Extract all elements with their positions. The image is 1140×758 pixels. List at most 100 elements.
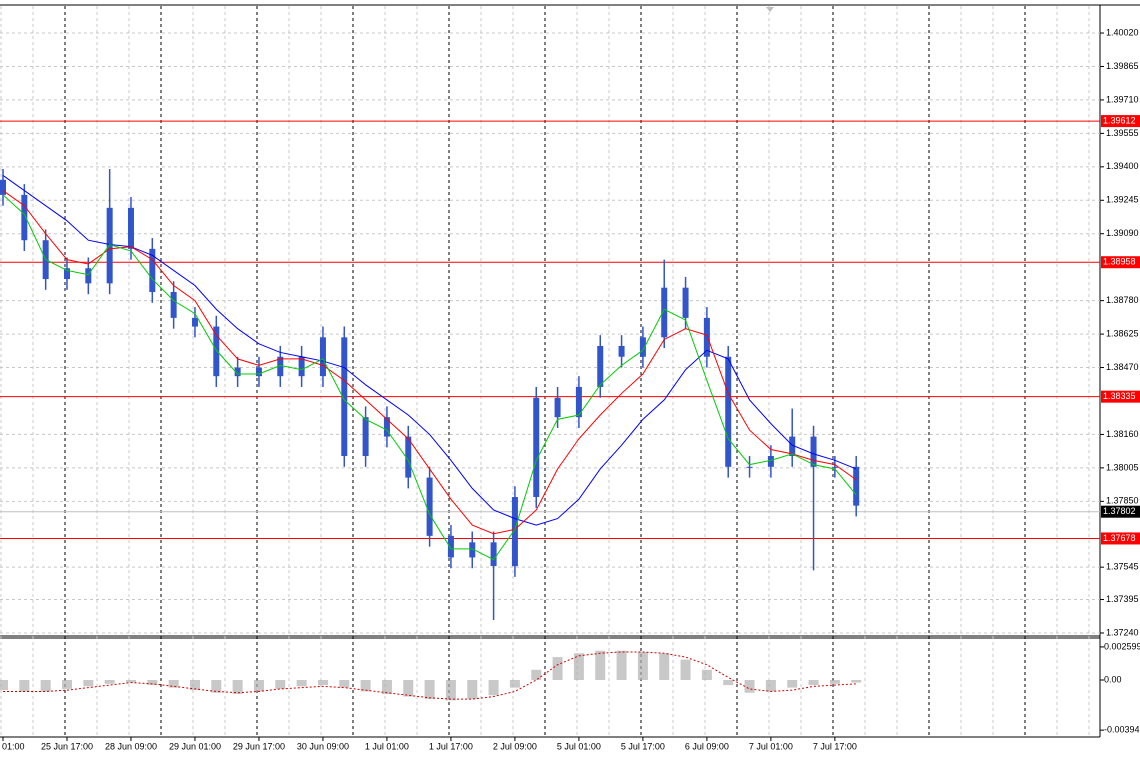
y-tick-label: 1.37395 — [1106, 594, 1139, 604]
osc-bar — [211, 680, 222, 693]
level-tag — [1101, 390, 1140, 403]
candle-body — [0, 179, 6, 195]
osc-bar — [296, 680, 307, 687]
osc-bar — [147, 680, 158, 686]
osc-bar — [19, 680, 30, 692]
candle-body — [191, 317, 198, 327]
candle-body — [661, 287, 668, 338]
y-tick-label: 1.38470 — [1106, 362, 1139, 372]
osc-bar — [531, 669, 542, 680]
candle-body — [746, 466, 753, 468]
osc-bar — [445, 680, 456, 701]
candle-body — [533, 397, 540, 498]
y-tick-label: 1.38005 — [1106, 462, 1139, 472]
candle-body — [639, 337, 646, 357]
osc-bar — [104, 680, 115, 684]
osc-bar — [595, 650, 606, 680]
osc-bar — [851, 680, 862, 683]
candle-body — [447, 535, 454, 558]
x-tick-label: 5 Jul 01:00 — [557, 741, 601, 751]
osc-bar — [765, 680, 776, 692]
osc-bar — [552, 657, 563, 680]
osc-bar — [659, 653, 670, 680]
osc-bar — [616, 650, 627, 680]
candle-body — [405, 436, 412, 478]
candle-body — [149, 248, 156, 293]
candle-body — [341, 337, 348, 457]
osc-bar — [467, 680, 478, 700]
candle-body — [255, 367, 262, 377]
x-tick-label: 29 Jun 01:00 — [169, 741, 221, 751]
bid-tag — [1101, 505, 1140, 518]
candle-body — [597, 345, 604, 387]
x-tick-label: 1 Jul 17:00 — [429, 741, 473, 751]
candle-body — [21, 194, 28, 241]
candle-body — [298, 356, 305, 377]
candle-body — [106, 207, 113, 284]
y-tick-label: 1.39710 — [1106, 94, 1139, 104]
osc-bar — [680, 659, 691, 680]
osc-bar — [403, 680, 414, 697]
shift-marker — [766, 7, 774, 12]
osc-bar — [701, 669, 712, 680]
candle-body — [234, 367, 241, 377]
y-tick-label: 1.38160 — [1106, 429, 1139, 439]
candle-body — [85, 268, 92, 284]
x-tick-label: 1 Jul 01:00 — [365, 741, 409, 751]
candle-body — [511, 497, 518, 567]
candle-body — [319, 337, 326, 377]
x-tick-label: 5 Jul 17:00 — [621, 741, 665, 751]
x-tick-label: 6 Jul 09:00 — [685, 741, 729, 751]
level-label: 1.37678 — [1103, 533, 1136, 543]
y-tick-label: 1.37545 — [1106, 562, 1139, 572]
level-tag — [1101, 256, 1140, 269]
y-tick-label: 1.39090 — [1106, 228, 1139, 238]
osc-bar — [253, 680, 264, 692]
osc-bar — [723, 680, 734, 686]
osc-bar — [125, 680, 136, 683]
osc-bar — [573, 653, 584, 680]
osc-bar — [275, 680, 286, 689]
moving-average — [2, 194, 857, 561]
bid-label: 1.37802 — [1103, 506, 1136, 516]
candle-body — [810, 436, 817, 467]
osc-bar — [488, 680, 499, 696]
candle-body — [789, 436, 796, 457]
candle-body — [618, 345, 625, 357]
candle-body — [490, 542, 497, 567]
moving-average — [2, 190, 857, 535]
y-tick-label: 1.39400 — [1106, 161, 1139, 171]
candle-body — [725, 356, 732, 467]
x-tick-label: 25 Jun 17:00 — [41, 741, 93, 751]
osc-signal — [3, 651, 857, 700]
osc-bar — [40, 680, 51, 692]
osc-bar — [381, 680, 392, 694]
candle-body — [554, 397, 561, 418]
osc-bar — [0, 680, 8, 691]
y-tick-label: 1.39555 — [1106, 128, 1139, 138]
candle-body — [469, 542, 476, 558]
candle-body — [853, 466, 860, 506]
candle-body — [767, 456, 774, 467]
candle-body — [127, 207, 134, 249]
y-tick-label: 1.38780 — [1106, 295, 1139, 305]
candle-body — [63, 268, 70, 280]
osc-bar — [424, 680, 435, 700]
level-label: 1.39612 — [1103, 115, 1136, 125]
candle-body — [682, 287, 689, 318]
osc-bar — [317, 680, 328, 686]
y-tick-label: 1.37850 — [1106, 496, 1139, 506]
candle-body — [213, 326, 220, 377]
candle-body — [277, 356, 284, 377]
candle-body — [703, 317, 710, 357]
candle-body — [831, 466, 838, 468]
x-tick-label: 01:00 — [2, 741, 25, 751]
x-tick-label: 30 Jun 09:00 — [297, 741, 349, 751]
x-tick-label: 29 Jun 17:00 — [233, 741, 285, 751]
osc-bar — [339, 680, 350, 688]
osc-bar — [637, 652, 648, 680]
candle-body — [383, 417, 390, 437]
osc-tick-label: -0.00394 — [1104, 725, 1140, 735]
